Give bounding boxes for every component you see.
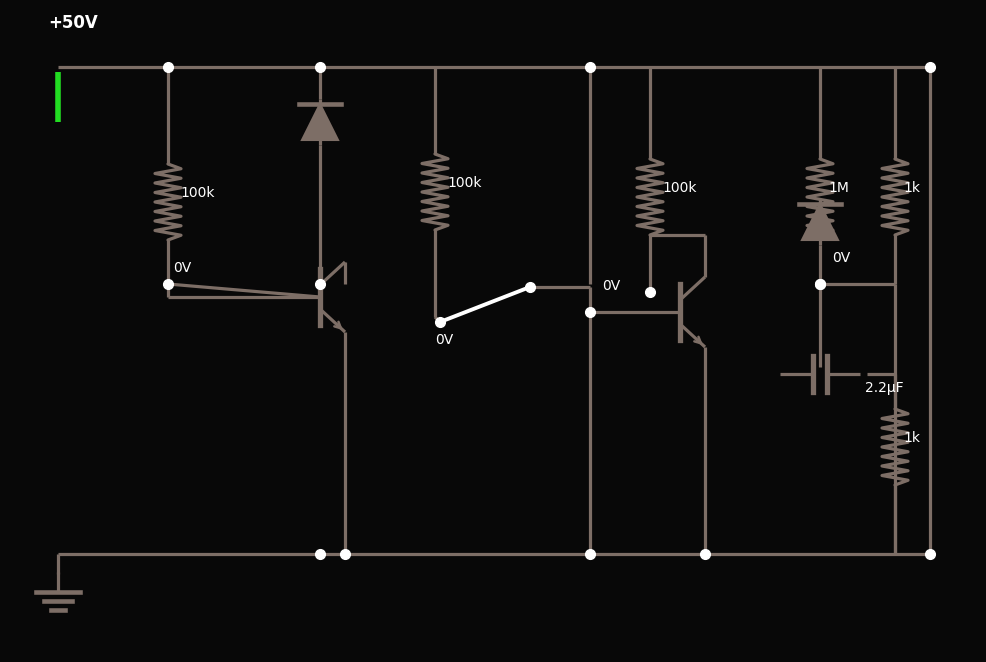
Text: +50V: +50V — [48, 14, 98, 32]
Text: 100k: 100k — [662, 181, 696, 195]
Polygon shape — [302, 104, 337, 140]
Text: 1k: 1k — [902, 181, 919, 195]
Text: 100k: 100k — [447, 176, 481, 190]
Text: 0V: 0V — [831, 251, 849, 265]
Text: 0V: 0V — [601, 279, 619, 293]
Text: 0V: 0V — [173, 261, 191, 275]
Text: 2.2µF: 2.2µF — [864, 381, 903, 395]
Text: 1k: 1k — [902, 431, 919, 445]
Text: 0V: 0V — [435, 333, 453, 347]
Polygon shape — [802, 204, 837, 240]
Text: 1M: 1M — [827, 181, 848, 195]
Text: 100k: 100k — [179, 186, 214, 200]
